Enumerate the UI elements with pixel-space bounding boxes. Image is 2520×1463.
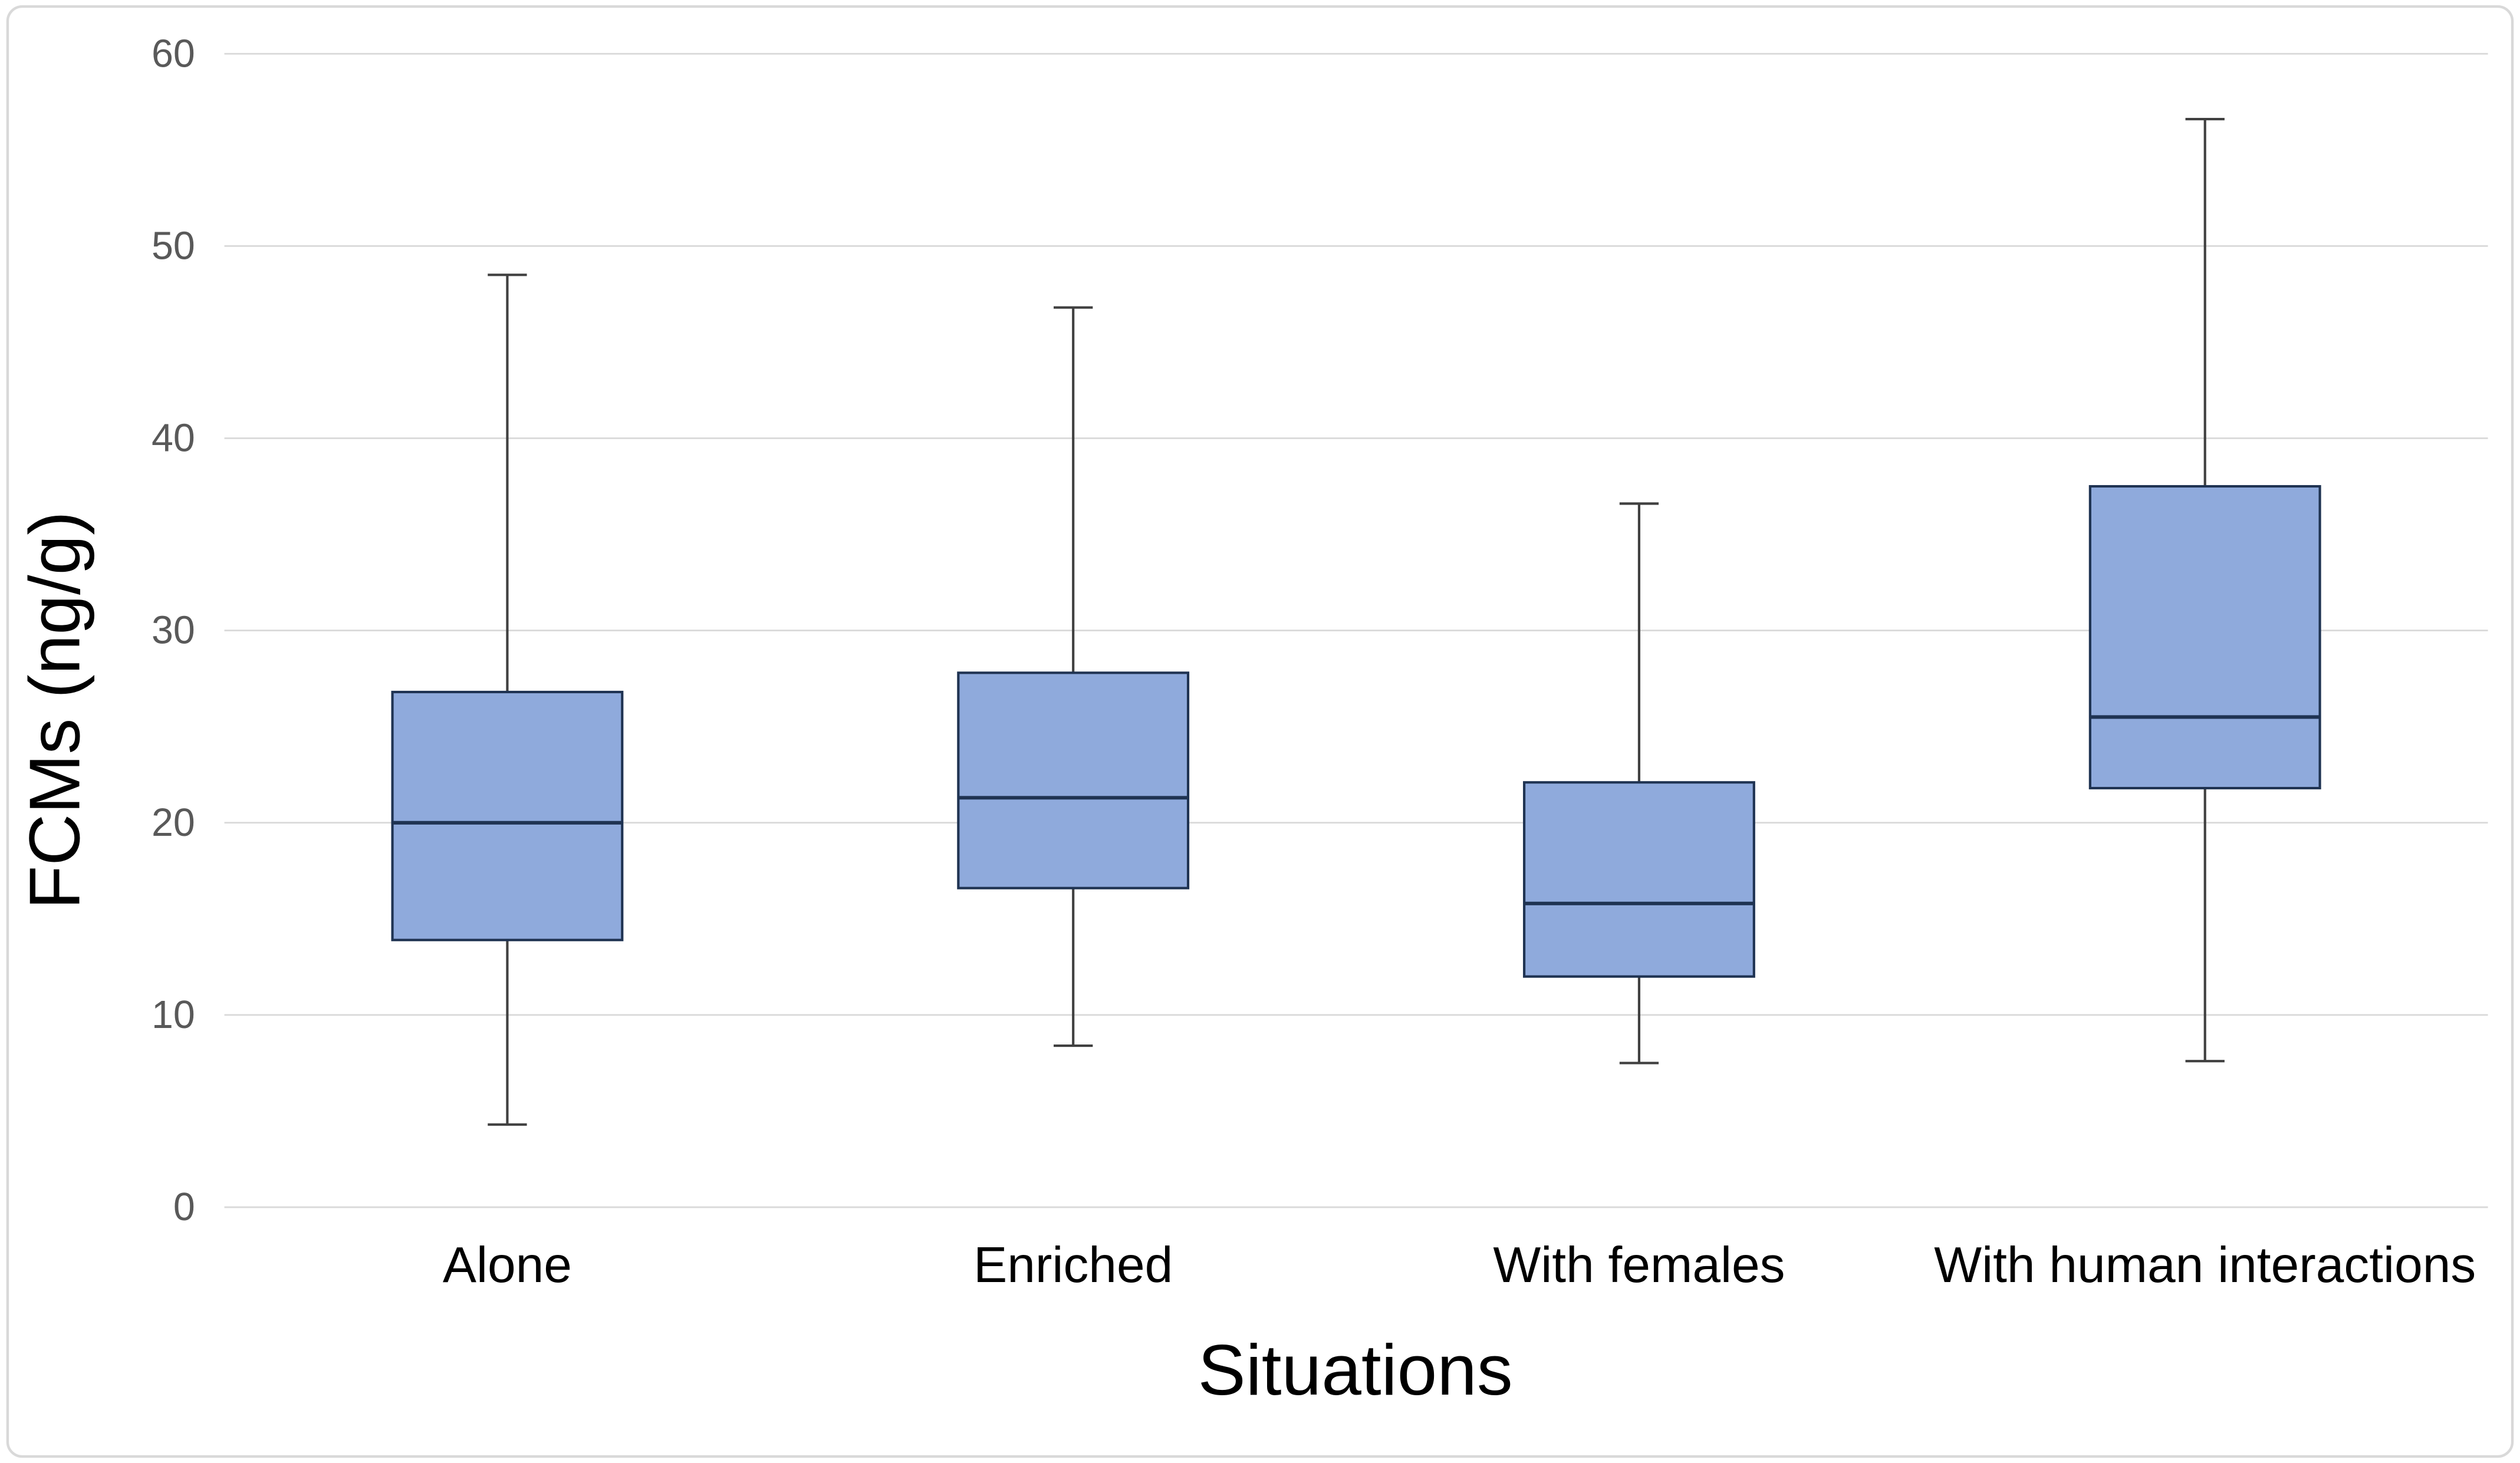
y-tick-label-0: 0 [173, 1185, 195, 1229]
boxplot-alone [391, 274, 624, 1126]
y-tick-label-10: 10 [152, 993, 195, 1037]
y-tick-label-60: 60 [152, 32, 195, 75]
y-tick-label-20: 20 [152, 801, 195, 845]
chart-frame [6, 5, 2514, 1458]
y-axis-title: FCMs (ng/g) [15, 511, 95, 910]
boxplot-with-human-interactions [2088, 118, 2321, 1063]
y-tick-label-30: 30 [152, 609, 195, 653]
x-axis-category-labels: Alone Enriched With females With human inte… [443, 1237, 2476, 1293]
boxplot-enriched [957, 306, 1190, 1047]
boxplot-with-females [1523, 502, 1755, 1065]
category-label-with-females: With females [1493, 1237, 1785, 1293]
category-label-enriched: Enriched [973, 1237, 1173, 1293]
iqr-box-alone [391, 690, 624, 941]
iqr-box-enriched [957, 671, 1190, 889]
y-axis-tick-labels: 0 10 20 30 40 50 60 [152, 32, 195, 1229]
y-tick-label-40: 40 [152, 417, 195, 460]
iqr-box-with-human-interactions [2088, 485, 2321, 790]
x-axis-title: Situations [1198, 1330, 1513, 1410]
boxplot-series-layer [391, 118, 2321, 1126]
y-tick-label-50: 50 [152, 224, 195, 268]
iqr-box-with-females [1523, 781, 1755, 978]
category-label-with-human-interactions: With human interactions [1934, 1237, 2476, 1293]
category-label-alone: Alone [443, 1237, 572, 1293]
